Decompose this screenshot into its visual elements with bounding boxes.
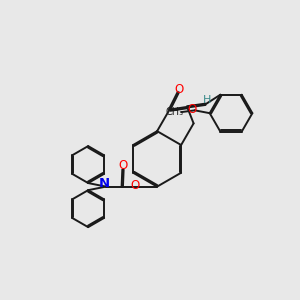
Text: O: O: [130, 179, 140, 192]
Text: O: O: [188, 103, 197, 116]
Text: H: H: [203, 95, 211, 105]
Text: O: O: [174, 83, 184, 96]
Text: N: N: [99, 177, 110, 190]
Text: O: O: [118, 160, 127, 172]
Text: CH₃: CH₃: [166, 107, 184, 117]
